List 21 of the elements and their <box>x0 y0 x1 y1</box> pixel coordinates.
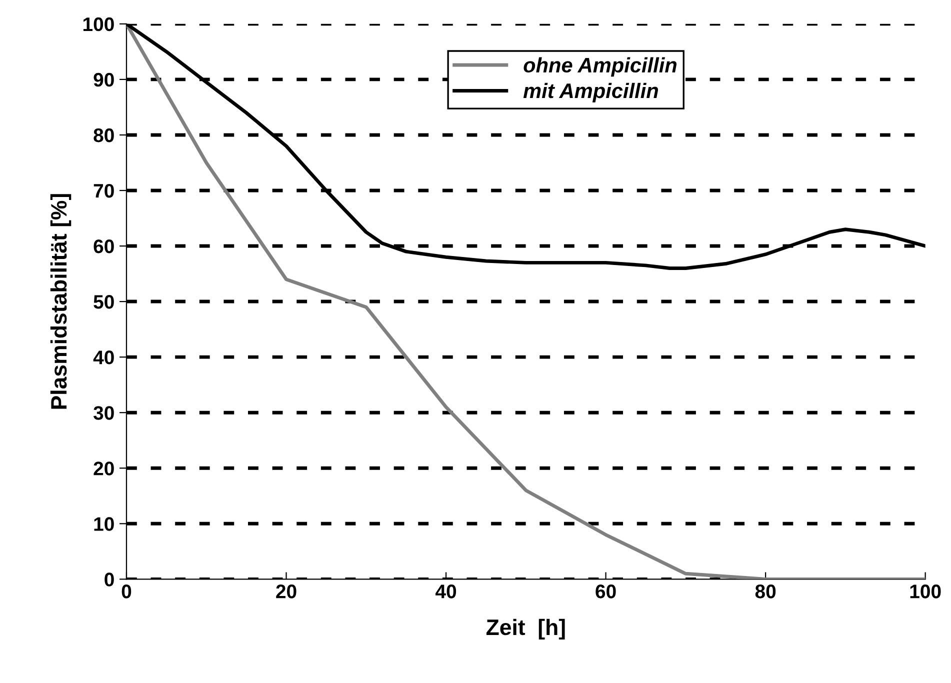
x-axis-title: Zeit [h] <box>486 618 565 640</box>
y-tick-label: 20 <box>94 462 114 476</box>
legend-label: ohne Ampicillin <box>524 57 677 77</box>
y-axis-title: Plasmidstabilität [%] <box>50 194 72 409</box>
y-tick-label: 0 <box>104 572 114 586</box>
y-tick-label: 60 <box>94 239 114 254</box>
x-tick-label: 40 <box>436 584 456 598</box>
x-tick-label: 60 <box>596 584 616 598</box>
x-tick-label: 100 <box>910 584 941 598</box>
y-tick-label: 70 <box>94 184 114 198</box>
y-tick-label: 90 <box>94 72 114 87</box>
y-tick-label: 10 <box>94 517 114 531</box>
legend-label: mit Ampicillin <box>523 82 658 102</box>
x-tick-label: 20 <box>276 584 296 598</box>
y-tick-label: 50 <box>94 295 114 309</box>
y-tick-label: 80 <box>94 128 114 142</box>
y-tick-label: 40 <box>93 350 114 364</box>
x-tick-label: 80 <box>755 584 776 598</box>
y-tick-label: 30 <box>94 406 114 420</box>
x-tick-label: 0 <box>122 584 132 598</box>
y-tick-label: 100 <box>83 17 114 32</box>
